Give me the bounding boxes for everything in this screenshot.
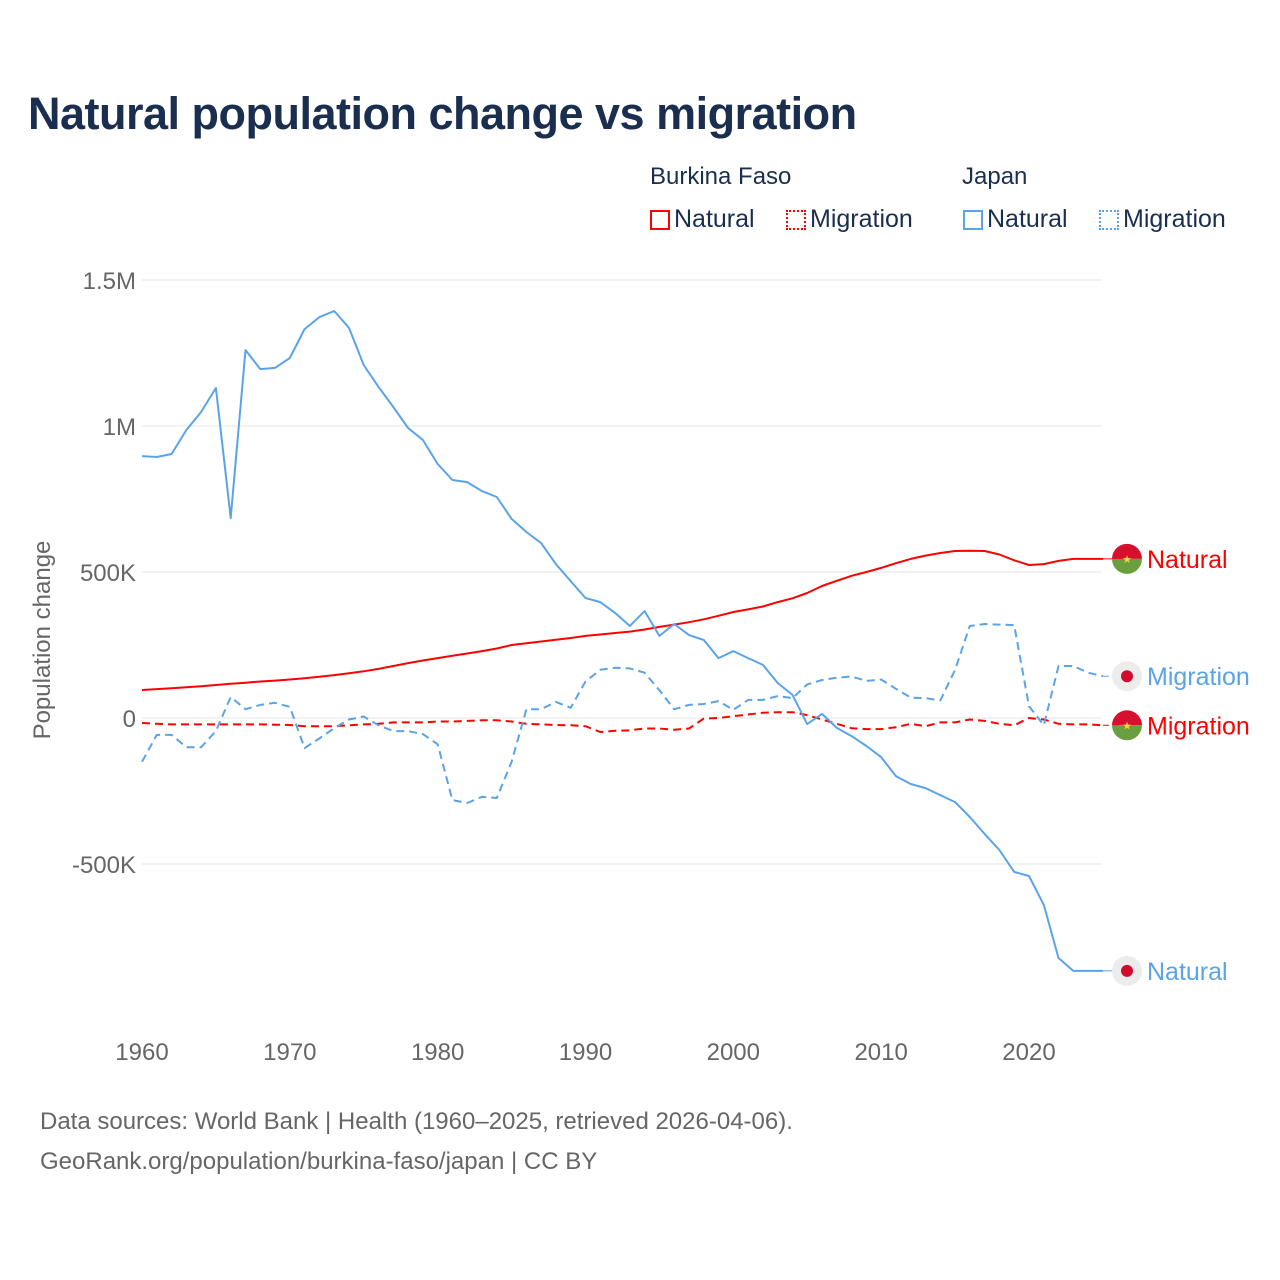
series-end-label: Natural	[1147, 958, 1228, 986]
legend-item-japan-natural[interactable]: Natural	[963, 205, 1068, 234]
series-line-japan-migration	[141, 623, 1104, 804]
japan-flag-icon	[1112, 955, 1142, 986]
legend-label: Natural	[987, 205, 1068, 233]
x-tick-label: 2000	[707, 1039, 760, 1066]
legend-swatch-dotted-red	[786, 209, 806, 230]
legend-swatch-dotted-blue	[1099, 209, 1119, 230]
series-line-burkina-faso-migration	[141, 711, 1103, 733]
burkina-faso-flag-icon: ★	[1112, 543, 1142, 574]
series-end-label: Migration	[1147, 663, 1250, 691]
x-tick-label: 1990	[559, 1039, 612, 1066]
series-line-japan-natural	[141, 310, 1103, 972]
x-tick-label: 1980	[411, 1039, 464, 1066]
chart-title: Natural population change vs migration	[28, 88, 857, 139]
x-tick-label: 1960	[115, 1039, 168, 1066]
y-tick-label: 1M	[103, 414, 136, 441]
x-tick-label: 2020	[1002, 1039, 1055, 1066]
svg-text:★: ★	[1122, 720, 1132, 732]
series-line-burkina-faso-natural	[141, 549, 1103, 691]
series-end-label: Migration	[1147, 712, 1250, 740]
x-tick-label: 2010	[854, 1039, 907, 1066]
source-line: Data sources: World Bank | Health (1960–…	[40, 1108, 793, 1135]
svg-text:★: ★	[1122, 554, 1132, 566]
x-tick-label: 1970	[263, 1039, 316, 1066]
y-tick-label: 1.5M	[83, 268, 136, 295]
legend-item-japan-migration[interactable]: Migration	[1099, 205, 1226, 234]
legend-group-burkina-faso: Burkina Faso	[650, 163, 792, 190]
legend-label: Migration	[810, 205, 913, 233]
legend-group-japan: Japan	[962, 163, 1028, 190]
y-tick-label: 500K	[80, 560, 136, 587]
source-url[interactable]: GeoRank.org/population/burkina-faso/japa…	[40, 1148, 598, 1175]
legend-label: Migration	[1123, 205, 1226, 233]
legend-swatch-solid-red	[650, 209, 670, 230]
legend-item-burkina-migration[interactable]: Migration	[786, 205, 913, 234]
japan-flag-icon	[1112, 661, 1142, 692]
series-end-label: Natural	[1147, 546, 1228, 574]
y-tick-label: -500K	[72, 852, 136, 879]
y-tick-label: 0	[123, 706, 136, 733]
burkina-faso-flag-icon: ★	[1112, 710, 1142, 741]
legend-swatch-solid-blue	[963, 209, 983, 230]
y-axis-label: Population change	[29, 541, 56, 740]
legend-item-burkina-natural[interactable]: Natural	[650, 205, 755, 234]
legend-label: Natural	[674, 205, 755, 233]
